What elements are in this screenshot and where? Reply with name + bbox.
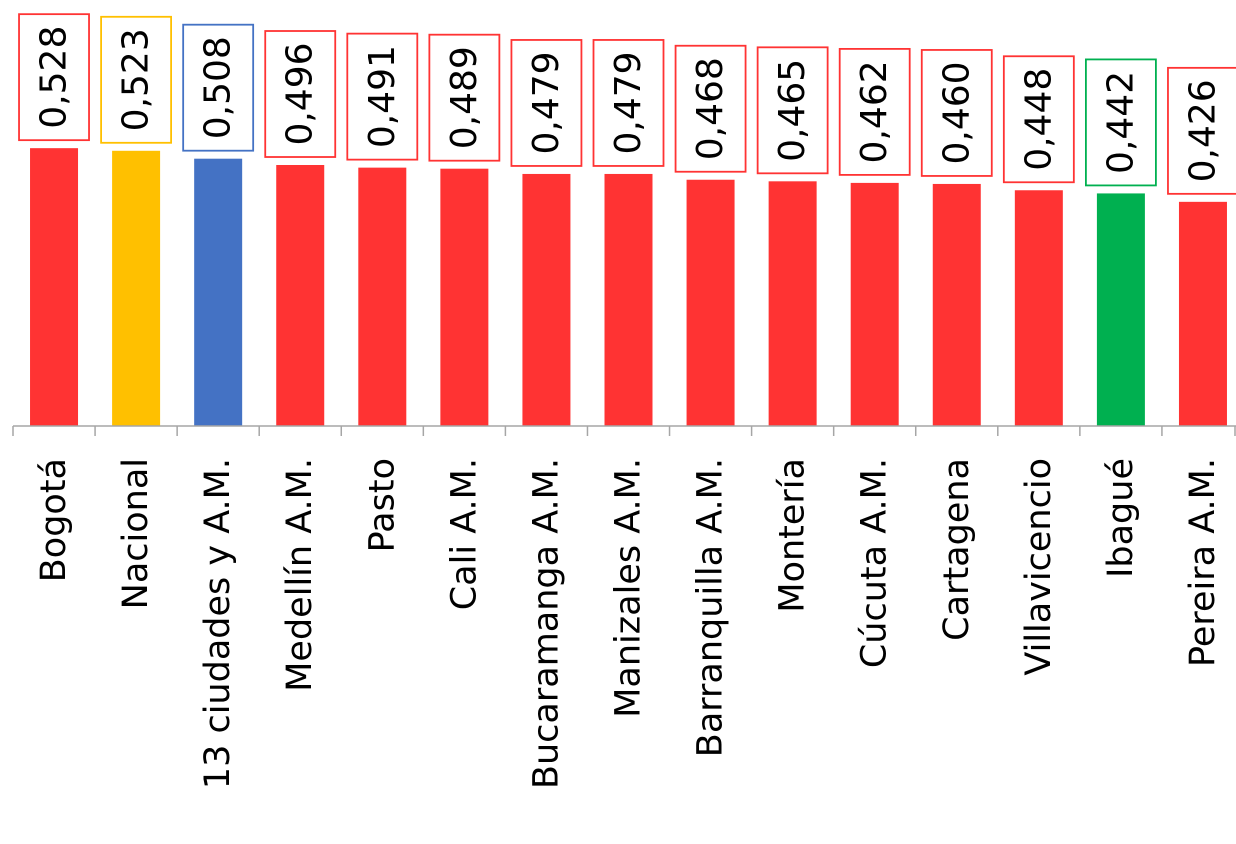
bar xyxy=(604,173,653,426)
data-label-box xyxy=(592,39,665,167)
data-label: 0,479 xyxy=(526,51,567,154)
bar xyxy=(850,182,899,426)
bar xyxy=(1178,201,1227,426)
data-label-box xyxy=(346,32,419,161)
category-label: Cartagena xyxy=(937,458,977,641)
data-label: 0,468 xyxy=(690,57,731,160)
data-label-box xyxy=(1002,55,1075,184)
bar xyxy=(440,168,489,426)
data-label-box xyxy=(838,47,911,176)
category-label: Ibagué xyxy=(1101,458,1141,578)
data-label-box xyxy=(428,33,501,162)
category-label: Bogotá xyxy=(34,458,74,582)
category-label: Pereira A.M. xyxy=(1183,458,1223,667)
x-axis xyxy=(12,425,1236,436)
category-label: Manizales A.M. xyxy=(609,458,649,718)
bar xyxy=(194,158,243,426)
bar xyxy=(358,167,407,426)
data-label: 0,479 xyxy=(608,51,649,154)
data-label: 0,465 xyxy=(772,59,813,162)
data-label-box xyxy=(756,46,829,175)
data-label: 0,489 xyxy=(444,46,485,149)
category-label: Villavicencio xyxy=(1019,458,1059,676)
category-label: Montería xyxy=(773,458,813,613)
bar xyxy=(932,183,981,426)
category-label: Cali A.M. xyxy=(444,458,484,610)
data-label-box xyxy=(510,39,583,167)
category-label: Pasto xyxy=(362,458,402,552)
data-label: 0,460 xyxy=(936,61,977,164)
bar xyxy=(112,150,161,426)
data-label: 0,508 xyxy=(198,36,239,139)
bar xyxy=(686,179,735,426)
data-label: 0,528 xyxy=(34,26,75,129)
category-label: Nacional xyxy=(116,458,156,609)
data-label-box xyxy=(1167,66,1236,195)
category-label: Barranquilla A.M. xyxy=(691,458,731,757)
bar xyxy=(1096,193,1145,426)
category-labels-group: Bogotá Nacional 13 ciudades y A.M. Medellín… xyxy=(34,458,1223,789)
value-labels-group: 0,528 0,523 0,508 0,496 0,491 0,489 0,479 0,479… xyxy=(18,13,1236,195)
data-label-box xyxy=(674,44,747,173)
bar xyxy=(1014,190,1063,426)
data-label-box xyxy=(100,15,172,144)
data-label: 0,426 xyxy=(1182,79,1223,182)
data-label-box xyxy=(182,23,255,152)
data-label: 0,462 xyxy=(854,60,895,163)
data-label: 0,523 xyxy=(116,28,157,131)
data-label: 0,496 xyxy=(280,42,321,145)
bar xyxy=(522,173,571,426)
data-label-box xyxy=(18,13,90,142)
category-label: Cúcuta A.M. xyxy=(855,458,895,668)
bars-group xyxy=(30,148,1227,427)
category-label: 13 ciudades y A.M. xyxy=(198,458,238,789)
data-label: 0,491 xyxy=(362,45,403,148)
bar xyxy=(30,148,79,427)
data-label: 0,442 xyxy=(1100,71,1141,174)
data-label-box xyxy=(264,30,337,158)
data-label-box xyxy=(1085,58,1157,187)
data-label-box xyxy=(920,49,993,177)
bar xyxy=(768,181,817,426)
bar xyxy=(276,165,325,426)
data-label: 0,448 xyxy=(1018,68,1059,171)
category-label: Medellín A.M. xyxy=(280,458,320,692)
category-label: Bucaramanga A.M. xyxy=(526,458,566,789)
